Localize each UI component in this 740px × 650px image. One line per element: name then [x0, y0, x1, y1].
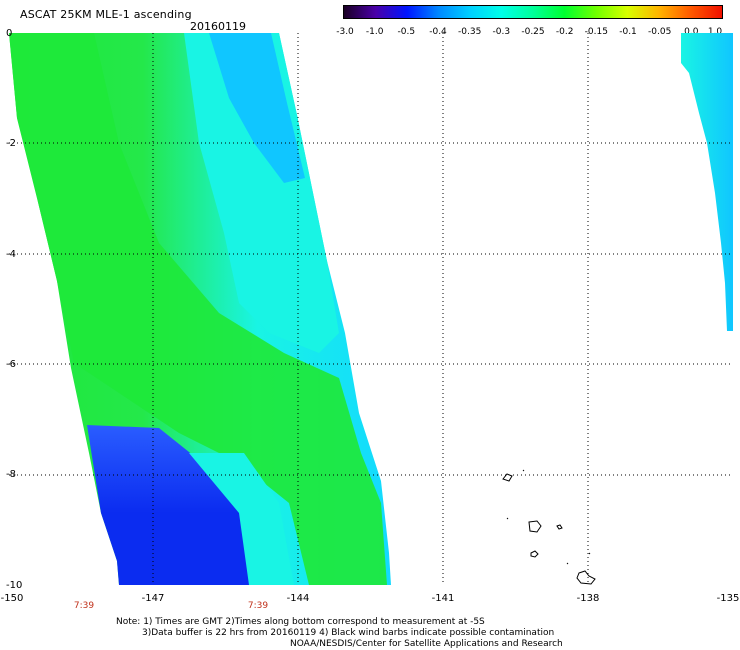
footer-note-line-3: NOAA/NESDIS/Center for Satellite Applica…	[290, 639, 563, 649]
color-scale-tick: -0.15	[584, 27, 608, 37]
color-scale-tick: -3.0	[336, 27, 354, 37]
lon-label: -138	[576, 593, 600, 604]
footer-note-line-2: 3)Data buffer is 22 hrs from 20160119 4)…	[142, 628, 555, 638]
swath-band-right	[681, 33, 733, 331]
color-scale-bar	[343, 5, 723, 19]
color-scale-tick: -0.05	[648, 27, 672, 37]
color-scale-tick: 1.0	[707, 27, 723, 37]
swath-blue-streak	[209, 33, 305, 183]
lon-label: -144	[286, 593, 310, 604]
pass-time: 7:39	[247, 601, 269, 611]
color-scale-tick: -0.5	[397, 27, 416, 37]
color-scale-tick: 0.0	[684, 27, 699, 37]
color-scale-tick: -0.25	[521, 27, 545, 37]
lat-label: -2	[6, 138, 16, 149]
color-scale-tick: -0.4	[429, 27, 447, 37]
color-scale-tick: -0.2	[555, 27, 574, 37]
lat-label: -10	[6, 580, 23, 591]
lon-label: -135	[716, 593, 740, 604]
swath-cyan-band	[184, 33, 339, 353]
lon-label: -141	[431, 593, 455, 604]
map-date: 20160119	[190, 20, 246, 33]
swath-map	[9, 33, 733, 585]
island-outlines	[502, 469, 596, 585]
color-scale-tick: -0.1	[619, 27, 637, 37]
graticule	[9, 33, 733, 585]
footer-note-line-1: Note: 1) Times are GMT 2)Times along bot…	[116, 617, 485, 627]
swath-deep-blue	[87, 425, 259, 585]
color-scale-tick: -1.0	[365, 27, 384, 37]
lat-label: 0	[6, 28, 13, 39]
map-title: ASCAT 25KM MLE-1 ascending	[20, 8, 192, 21]
color-scale-tick: -0.35	[458, 27, 482, 37]
color-scale-tick: -0.3	[492, 27, 511, 37]
lat-label: -4	[6, 249, 16, 260]
lon-label: -147	[141, 593, 165, 604]
lat-label: -8	[6, 469, 16, 480]
lat-label: -6	[6, 359, 16, 370]
swath-green-region	[9, 33, 387, 585]
lon-label: -150	[0, 593, 24, 604]
swath-mid-cyan	[189, 453, 294, 585]
pass-time: 7:39	[73, 601, 95, 611]
